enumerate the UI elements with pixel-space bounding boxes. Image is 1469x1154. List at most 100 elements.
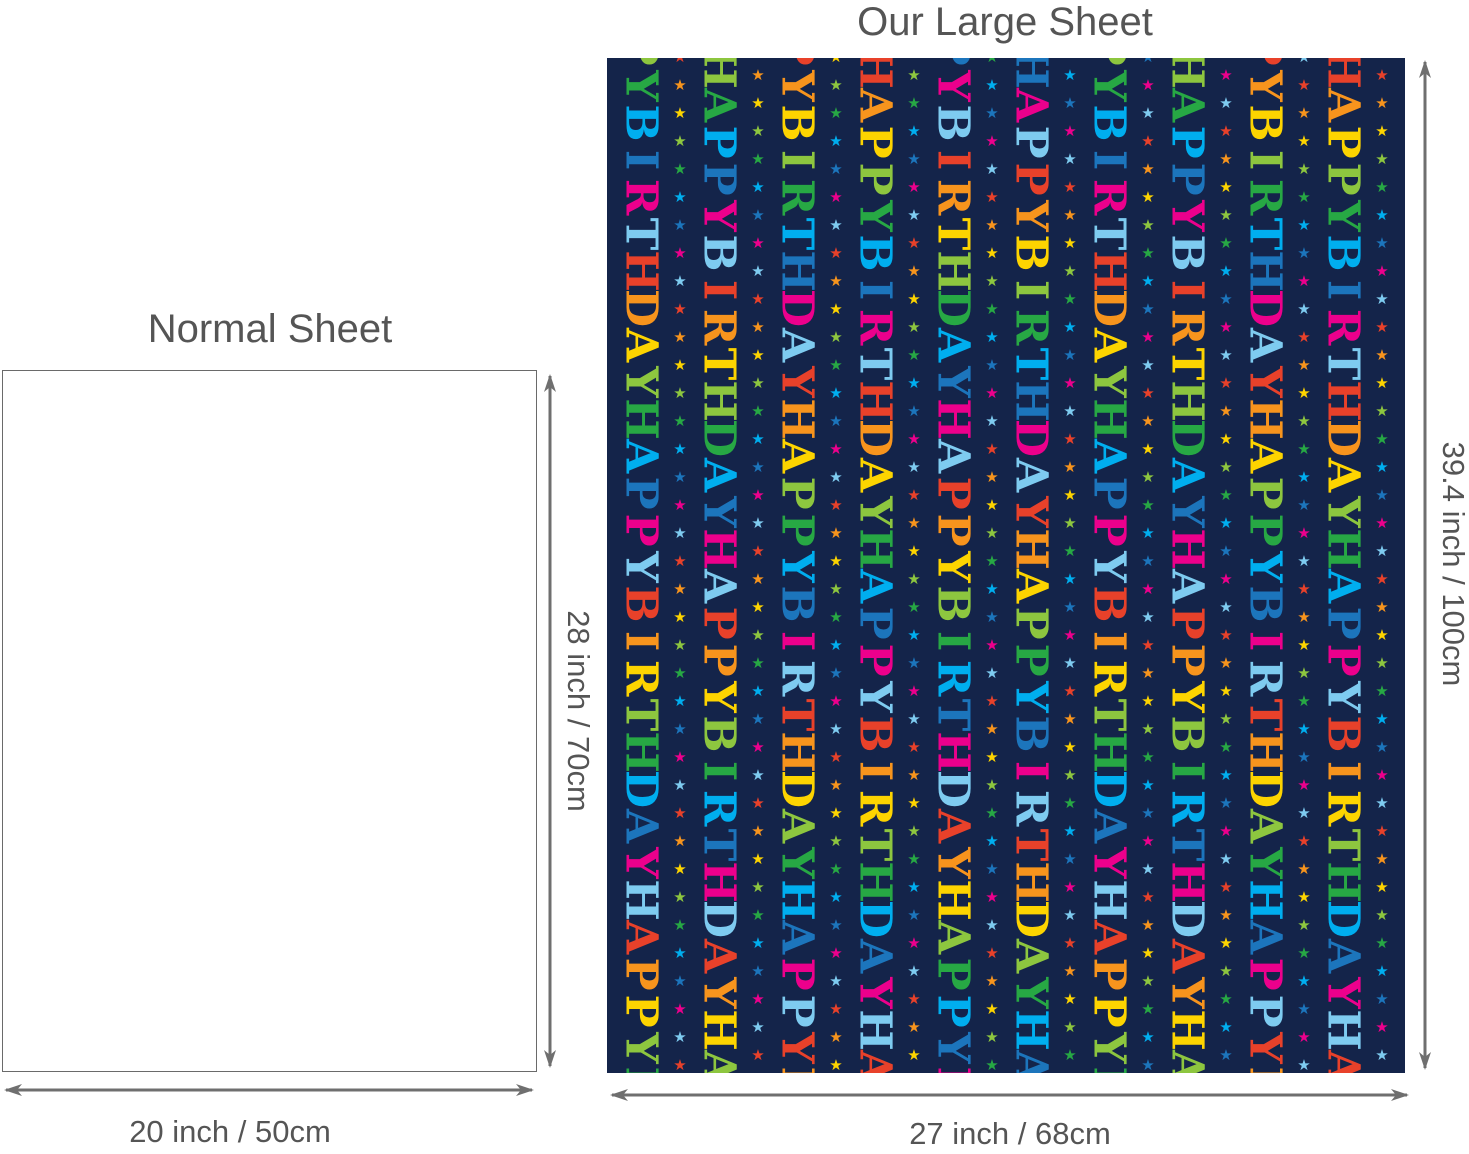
- pattern-letter: Y: [772, 365, 823, 398]
- pattern-star: ★: [751, 66, 764, 84]
- pattern-letter: B: [616, 1066, 667, 1073]
- pattern-star: ★: [751, 290, 764, 308]
- pattern-letter: A: [1162, 87, 1213, 123]
- pattern-star: ★: [829, 356, 842, 374]
- pattern-letter: P: [1396, 994, 1406, 1027]
- pattern-star: ★: [1219, 458, 1232, 476]
- pattern-star: ★: [1375, 318, 1388, 336]
- pattern-letter: Y: [928, 846, 979, 879]
- pattern-letter: A: [928, 808, 979, 844]
- pattern-column: HAPPYBIRTHDAYHAPPYBIRTHDAYHAP: [694, 58, 745, 1073]
- pattern-letter: I: [1240, 631, 1291, 652]
- pattern-star: ★: [829, 412, 842, 430]
- pattern-letter: R: [694, 309, 745, 346]
- pattern-star: ★: [751, 458, 764, 476]
- pattern-star: ★: [1141, 160, 1154, 178]
- pattern-star: ★: [673, 132, 686, 150]
- pattern-star: ★: [985, 636, 998, 654]
- pattern-letter: R: [772, 660, 823, 697]
- pattern-letter: H: [850, 861, 901, 903]
- pattern-star: ★: [829, 832, 842, 850]
- pattern-star: ★: [1063, 682, 1076, 700]
- pattern-star: ★: [1141, 244, 1154, 262]
- pattern-star: ★: [1297, 440, 1310, 458]
- pattern-star: ★: [985, 888, 998, 906]
- pattern-star: ★: [985, 524, 998, 542]
- pattern-letter: H: [850, 380, 901, 422]
- pattern-star: ★: [1297, 300, 1310, 318]
- pattern-letter: B: [1006, 234, 1057, 271]
- pattern-star: ★: [673, 468, 686, 486]
- pattern-letter: A: [772, 327, 823, 363]
- pattern-star: ★: [1297, 804, 1310, 822]
- pattern-letter: Y: [928, 550, 979, 583]
- pattern-star: ★: [751, 234, 764, 252]
- pattern-letter: Y: [1006, 976, 1057, 1009]
- pattern-letter: I: [772, 150, 823, 171]
- pattern-letter: D: [694, 900, 745, 938]
- pattern-star: ★: [1141, 524, 1154, 542]
- pattern-letter: B: [694, 234, 745, 271]
- pattern-star: ★: [751, 346, 764, 364]
- pattern-letter: T: [694, 829, 745, 862]
- pattern-star: ★: [1297, 188, 1310, 206]
- pattern-star: ★: [907, 290, 920, 308]
- pattern-star: ★: [673, 412, 686, 430]
- pattern-letter: Y: [1240, 1031, 1291, 1064]
- pattern-letter: A: [850, 457, 901, 493]
- pattern-star: ★: [1219, 430, 1232, 448]
- pattern-star: ★: [829, 300, 842, 318]
- pattern-star: ★: [1375, 262, 1388, 280]
- pattern-letter: I: [772, 631, 823, 652]
- pattern-letter: Y: [850, 680, 901, 713]
- pattern-star: ★: [985, 860, 998, 878]
- pattern-letter: A: [1318, 87, 1369, 123]
- pattern-star: ★: [1297, 832, 1310, 850]
- pattern-star: ★: [907, 990, 920, 1008]
- pattern-star: ★: [1063, 794, 1076, 812]
- pattern-star: ★: [1063, 990, 1076, 1008]
- pattern-star: ★: [1141, 944, 1154, 962]
- pattern-star: ★: [673, 496, 686, 514]
- pattern-letter: T: [850, 829, 901, 862]
- pattern-letter: H: [694, 1009, 745, 1051]
- pattern-star: ★: [985, 440, 998, 458]
- pattern-star: ★: [985, 132, 998, 150]
- pattern-star: ★: [1219, 654, 1232, 672]
- pattern-star: ★: [1219, 178, 1232, 196]
- pattern-letter: T: [772, 218, 823, 251]
- pattern-star: ★: [829, 468, 842, 486]
- pattern-star: ★: [829, 720, 842, 738]
- pattern-star: ★: [985, 58, 998, 66]
- pattern-star: ★: [1219, 570, 1232, 588]
- pattern-letter: P: [1162, 162, 1213, 195]
- pattern-letter: Y: [928, 365, 979, 398]
- pattern-star: ★: [829, 804, 842, 822]
- pattern-star: ★: [829, 132, 842, 150]
- pattern-star: ★: [829, 58, 842, 66]
- pattern-letter: H: [694, 528, 745, 570]
- pattern-star: ★: [1297, 496, 1310, 514]
- pattern-star: ★: [985, 1028, 998, 1046]
- pattern-letter: Y: [1084, 365, 1135, 398]
- pattern-star: ★: [1141, 888, 1154, 906]
- pattern-letter: H: [1084, 398, 1135, 440]
- pattern-letter: P: [1240, 58, 1291, 66]
- normal-height-label: 28 inch / 70cm: [561, 610, 596, 812]
- pattern-star: ★: [1297, 580, 1310, 598]
- pattern-letter: H: [850, 58, 901, 89]
- pattern-star: ★: [673, 748, 686, 766]
- pattern-star: ★: [1297, 356, 1310, 374]
- pattern-letter: I: [1318, 280, 1369, 301]
- pattern-star: ★: [1141, 916, 1154, 934]
- pattern-star: ★: [1219, 234, 1232, 252]
- pattern-letter: A: [1318, 1049, 1369, 1073]
- pattern-star: ★: [673, 58, 686, 66]
- pattern-star: ★: [1063, 290, 1076, 308]
- pattern-letter: A: [850, 568, 901, 604]
- pattern-star: ★: [829, 692, 842, 710]
- pattern-star: ★: [985, 580, 998, 598]
- large-sheet: HAPPYBIRTHDAYHAPPYBIRTHDAYHAPPYBI★★★★★★★…: [607, 58, 1405, 1073]
- pattern-letter: A: [694, 568, 745, 604]
- pattern-star: ★: [985, 608, 998, 626]
